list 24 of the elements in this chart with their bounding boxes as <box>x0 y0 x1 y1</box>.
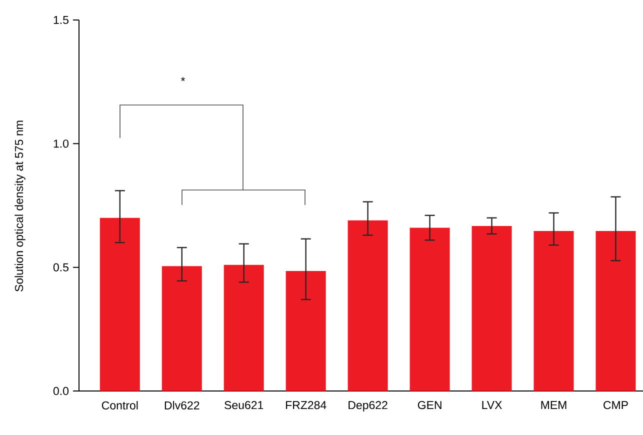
y-tick-label: 0.5 <box>53 263 68 272</box>
x-tick-label: CMP <box>604 401 628 410</box>
bar <box>348 220 388 391</box>
x-tick-label: MEM <box>541 401 566 409</box>
x-tick-label: Control <box>102 401 138 410</box>
bar <box>224 264 264 391</box>
y-tick-label: 0.0 <box>53 386 69 396</box>
bar <box>100 218 140 391</box>
bar <box>534 230 574 391</box>
y-tick-label: 1.5 <box>54 16 68 24</box>
bar <box>286 271 326 391</box>
y-tick-label: 1.0 <box>54 140 69 148</box>
x-tick-label: Dep622 <box>348 401 388 412</box>
bar <box>596 230 636 391</box>
annotation: * <box>180 77 186 82</box>
bar <box>410 228 450 391</box>
x-tick-label: GEN <box>418 401 442 410</box>
x-tick-label: FRZ284 <box>286 401 326 410</box>
bar <box>472 226 512 391</box>
x-tick-label: LVX <box>482 401 502 409</box>
x-tick-label: Dlv622 <box>164 401 200 410</box>
x-tick-label: Seu621 <box>224 401 264 410</box>
bar <box>162 266 202 391</box>
y-axis-title: Solution optical density at 575 nm <box>14 120 26 292</box>
